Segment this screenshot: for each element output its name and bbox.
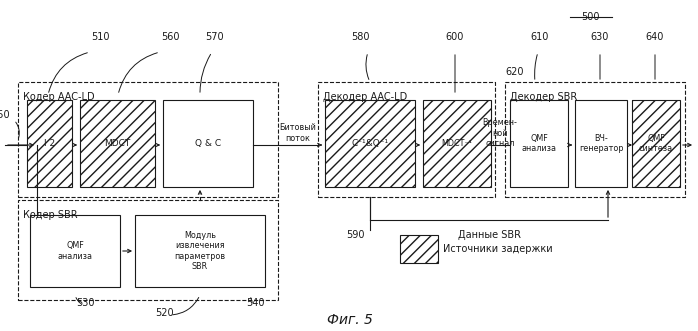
Text: l 2: l 2	[44, 139, 55, 148]
Bar	[400, 235, 438, 263]
Text: Битовый
поток: Битовый поток	[280, 123, 316, 143]
Text: Данные SBR: Данные SBR	[459, 230, 521, 240]
Text: 630: 630	[591, 32, 609, 42]
Text: Времен-
ной
сигнал: Времен- ной сигнал	[482, 118, 517, 148]
Text: QMF
синтеза: QMF синтеза	[639, 134, 673, 153]
Bar	[423, 100, 491, 187]
Bar	[325, 100, 415, 187]
Bar	[318, 82, 495, 197]
Text: QMF
анализа: QMF анализа	[57, 241, 93, 261]
Text: Модуль
извлечения
параметров
SBR: Модуль извлечения параметров SBR	[174, 231, 225, 271]
Text: QMF
анализа: QMF анализа	[521, 134, 556, 153]
Text: MDCT⁻¹: MDCT⁻¹	[442, 139, 473, 148]
Bar	[18, 82, 278, 197]
Text: 640: 640	[646, 32, 664, 42]
Bar	[325, 100, 415, 187]
Text: ВЧ-
генератор: ВЧ- генератор	[579, 134, 623, 153]
Text: 570: 570	[206, 32, 224, 42]
Text: MDCT: MDCT	[105, 139, 131, 148]
Text: Q & C: Q & C	[195, 139, 221, 148]
Bar	[80, 100, 155, 187]
Text: 500: 500	[581, 12, 600, 22]
Text: 580: 580	[351, 32, 369, 42]
Bar	[575, 100, 627, 187]
Text: 560: 560	[161, 32, 179, 42]
Text: Источники задержки: Источники задержки	[443, 244, 553, 254]
Text: Декодер AAC-LD: Декодер AAC-LD	[323, 92, 407, 102]
Bar	[27, 100, 72, 187]
Text: Фиг. 5: Фиг. 5	[327, 313, 373, 327]
Text: 550: 550	[0, 110, 10, 120]
Bar	[135, 215, 265, 287]
Bar	[27, 100, 72, 187]
Bar	[18, 200, 278, 300]
Text: 530: 530	[76, 298, 94, 308]
Bar	[510, 100, 568, 187]
Bar	[400, 235, 438, 263]
Text: 540: 540	[246, 298, 265, 308]
Text: 590: 590	[346, 230, 365, 240]
Text: 510: 510	[91, 32, 110, 42]
Bar	[30, 215, 120, 287]
Text: Кодер AAC-LD: Кодер AAC-LD	[23, 92, 95, 102]
Text: C⁻¹&Q⁻¹: C⁻¹&Q⁻¹	[351, 139, 389, 148]
Bar	[163, 100, 253, 187]
Text: Кодер SBR: Кодер SBR	[23, 210, 77, 220]
Text: 610: 610	[530, 32, 549, 42]
Text: Декодер SBR: Декодер SBR	[510, 92, 577, 102]
Text: 620: 620	[505, 67, 524, 77]
Bar	[80, 100, 155, 187]
Text: 600: 600	[446, 32, 464, 42]
Bar	[632, 100, 680, 187]
Bar	[505, 82, 685, 197]
Bar	[632, 100, 680, 187]
Bar	[423, 100, 491, 187]
Text: 520: 520	[156, 308, 174, 318]
